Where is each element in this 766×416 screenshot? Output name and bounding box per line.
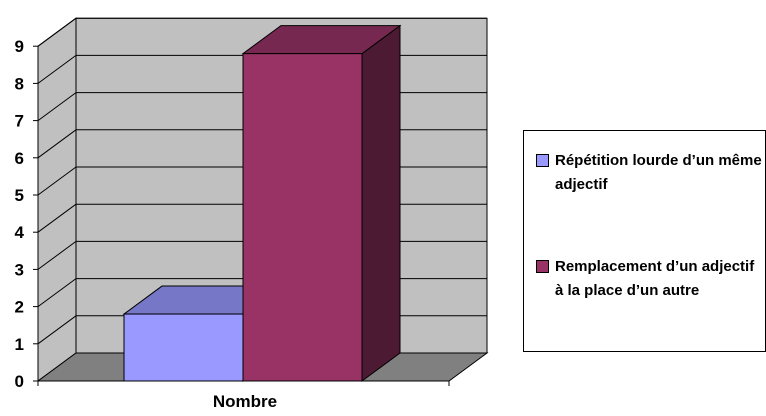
bars xyxy=(122,24,402,382)
gridline-side xyxy=(37,17,77,47)
y-tick-label-7: 7 xyxy=(15,112,24,131)
gridline-side xyxy=(37,240,77,270)
gridline-side xyxy=(37,129,77,159)
category-label-nombre: Nombre xyxy=(213,392,277,411)
side-wall xyxy=(37,17,77,382)
y-tick-label-9: 9 xyxy=(15,37,24,56)
y-tick-label-2: 2 xyxy=(15,298,24,317)
legend: Répétition lourde d’un même adjectif Rem… xyxy=(523,130,766,352)
gridline-side xyxy=(37,92,77,122)
y-tick-label-1: 1 xyxy=(15,335,24,354)
y-tick-label-5: 5 xyxy=(15,186,24,205)
y-tick-label-4: 4 xyxy=(15,223,25,242)
bar-front xyxy=(123,313,244,382)
gridline-side xyxy=(37,166,77,196)
y-tick-label-0: 0 xyxy=(15,372,24,391)
bar-remplacement xyxy=(241,24,402,382)
y-tick-label-3: 3 xyxy=(15,260,24,279)
gridline-side xyxy=(37,315,77,345)
legend-label-remplacement: Remplacement d’un adjectif à la place d’… xyxy=(555,258,755,299)
gridline-side xyxy=(37,54,77,84)
legend-label-repetition: Répétition lourde d’un même adjectif xyxy=(555,152,762,193)
legend-item-repetition: Répétition lourde d’un même adjectif xyxy=(536,149,765,197)
bar-side xyxy=(361,24,401,382)
y-axis-ticks: 0 1 2 3 4 5 6 7 8 9 xyxy=(15,37,38,391)
legend-item-remplacement: Remplacement d’un adjectif à la place d’… xyxy=(536,255,765,303)
axes xyxy=(37,46,450,386)
bar-front xyxy=(242,53,363,382)
legend-swatch-repetition xyxy=(536,154,549,167)
gridline-side xyxy=(37,278,77,308)
y-tick-label-6: 6 xyxy=(15,149,24,168)
gridline-side xyxy=(37,203,77,233)
legend-swatch-remplacement xyxy=(536,260,549,273)
y-tick-label-8: 8 xyxy=(15,74,24,93)
